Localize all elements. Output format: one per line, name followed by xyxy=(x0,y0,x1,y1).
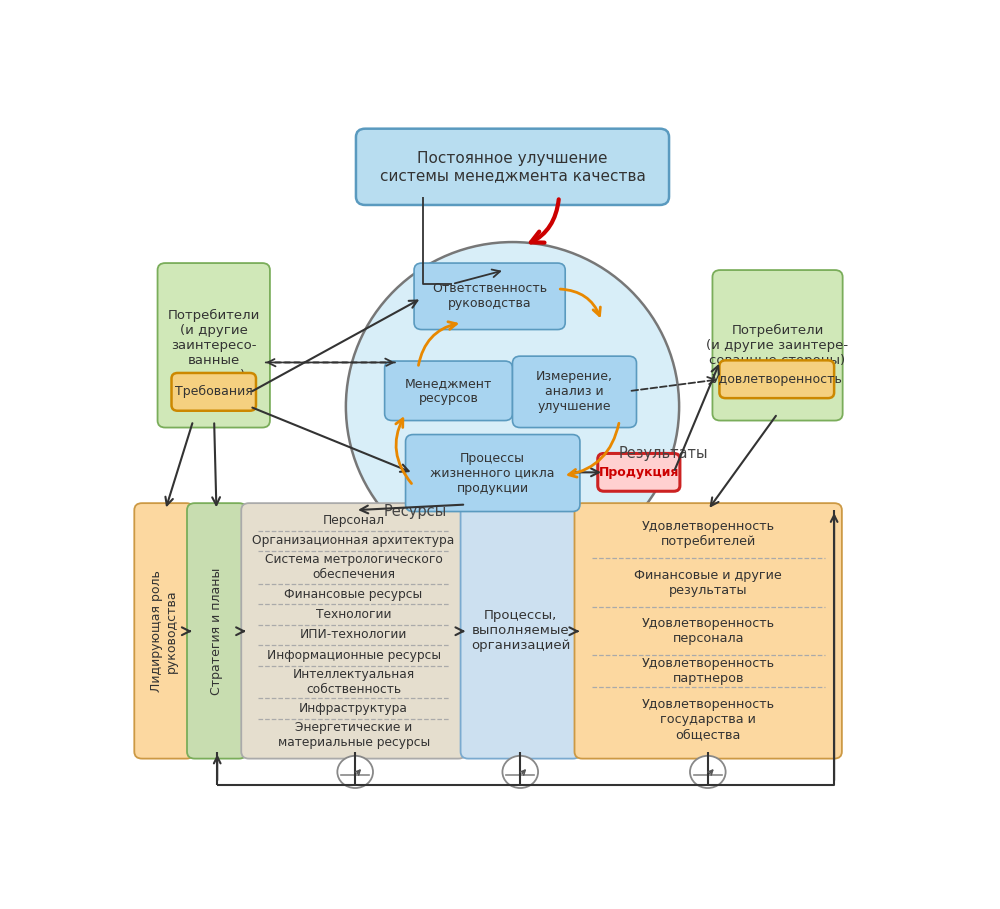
Text: Информационные ресурсы: Информационные ресурсы xyxy=(267,649,441,662)
Ellipse shape xyxy=(346,242,679,571)
Text: Результаты: Результаты xyxy=(619,446,708,461)
Text: Удовлетворенность: Удовлетворенность xyxy=(711,373,842,385)
Text: Финансовые ресурсы: Финансовые ресурсы xyxy=(285,587,423,601)
Text: Стратегия и планы: Стратегия и планы xyxy=(210,567,223,694)
Text: Требования: Требования xyxy=(175,385,253,398)
Text: Ответственность
руководства: Ответственность руководства xyxy=(432,283,547,310)
Text: Постоянное улучшение
системы менеджмента качества: Постоянное улучшение системы менеджмента… xyxy=(380,151,645,183)
Text: Удовлетворенность
государства и
общества: Удовлетворенность государства и общества xyxy=(642,698,775,741)
Text: Процессы,
выполняемые
организацией: Процессы, выполняемые организацией xyxy=(471,609,570,653)
Text: Интеллектуальная
собственность: Интеллектуальная собственность xyxy=(293,668,415,696)
FancyBboxPatch shape xyxy=(719,360,834,398)
FancyBboxPatch shape xyxy=(158,263,270,427)
Text: Система метрологического
обеспечения: Система метрологического обеспечения xyxy=(265,554,443,582)
Text: Потребители
(и другие заинтере-
сованные стороны): Потребители (и другие заинтере- сованные… xyxy=(706,324,849,367)
Circle shape xyxy=(502,755,538,788)
FancyBboxPatch shape xyxy=(598,454,680,491)
FancyBboxPatch shape xyxy=(512,356,637,427)
Text: Ресурсы: Ресурсы xyxy=(384,504,447,519)
FancyBboxPatch shape xyxy=(414,263,565,330)
FancyBboxPatch shape xyxy=(461,504,581,759)
Circle shape xyxy=(337,755,373,788)
Text: Инфраструктура: Инфраструктура xyxy=(299,702,408,715)
Text: ИПИ-технологии: ИПИ-технологии xyxy=(300,628,407,642)
FancyBboxPatch shape xyxy=(712,270,843,421)
FancyBboxPatch shape xyxy=(406,435,580,512)
Circle shape xyxy=(690,755,726,788)
Text: Потребители
(и другие
заинтересо-
ванные
стороны): Потребители (и другие заинтересо- ванные… xyxy=(168,309,260,382)
FancyBboxPatch shape xyxy=(574,504,842,759)
Text: Энергетические и
материальные ресурсы: Энергетические и материальные ресурсы xyxy=(278,721,430,749)
Text: Технологии: Технологии xyxy=(316,608,391,621)
Text: Финансовые и другие
результаты: Финансовые и другие результаты xyxy=(634,569,782,596)
FancyBboxPatch shape xyxy=(385,361,512,421)
Text: Процессы
жизненного цикла
продукции: Процессы жизненного цикла продукции xyxy=(430,452,555,494)
Text: Менеджмент
ресурсов: Менеджмент ресурсов xyxy=(405,377,492,405)
Text: Продукция: Продукция xyxy=(599,465,679,479)
Text: Удовлетворенность
потребителей: Удовлетворенность потребителей xyxy=(642,520,775,548)
Text: Удовлетворенность
персонала: Удовлетворенность персонала xyxy=(642,617,775,644)
FancyBboxPatch shape xyxy=(356,129,669,205)
FancyBboxPatch shape xyxy=(172,373,256,411)
Text: Организационная архитектура: Организационная архитектура xyxy=(252,534,455,547)
FancyBboxPatch shape xyxy=(187,504,247,759)
FancyBboxPatch shape xyxy=(241,504,466,759)
Text: Персонал: Персонал xyxy=(323,514,385,527)
Text: Удовлетворенность
партнеров: Удовлетворенность партнеров xyxy=(642,657,775,685)
FancyBboxPatch shape xyxy=(134,504,194,759)
Text: Лидирующая роль
руководства: Лидирующая роль руководства xyxy=(150,570,178,692)
Text: Измерение,
анализ и
улучшение: Измерение, анализ и улучшение xyxy=(536,370,613,414)
